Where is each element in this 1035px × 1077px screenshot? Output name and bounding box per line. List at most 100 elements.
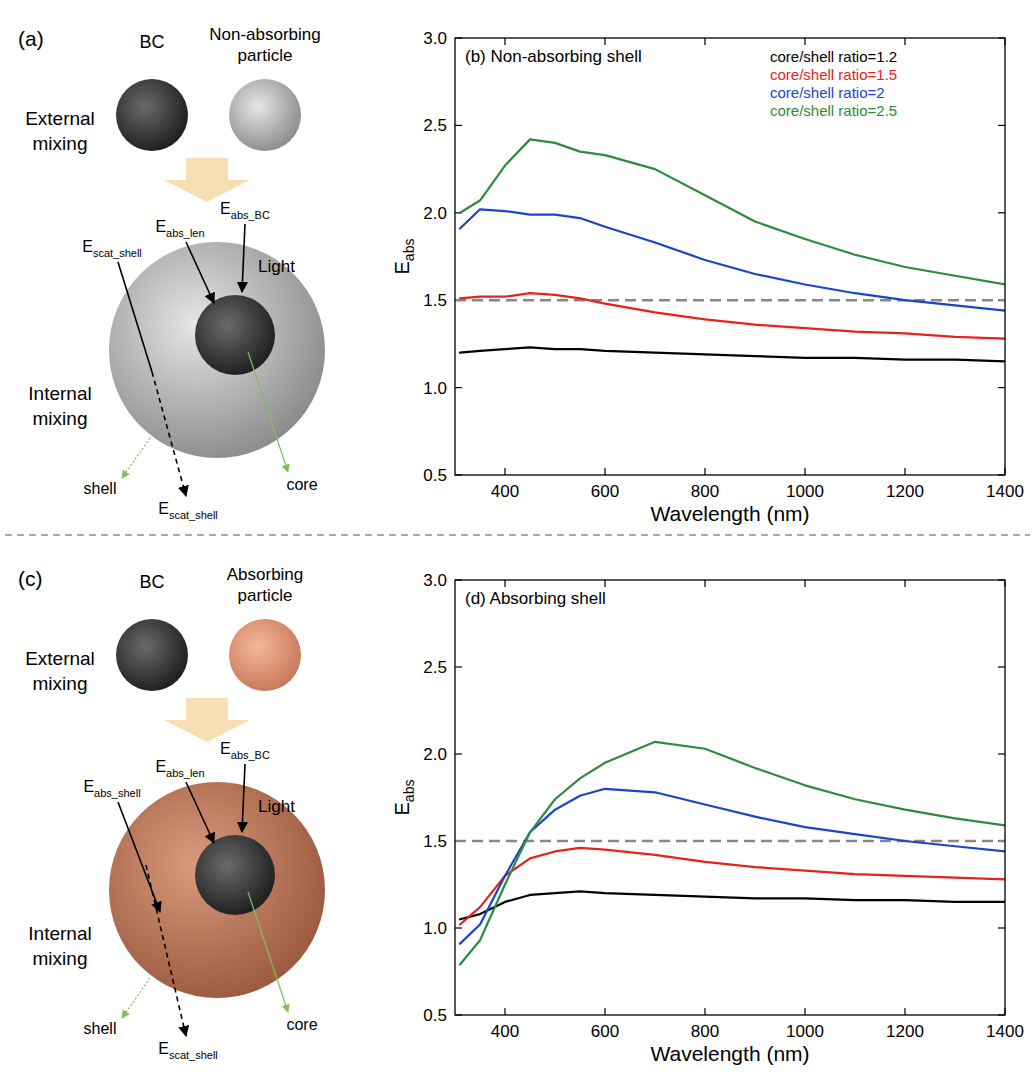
y-tick [455,387,462,388]
mixing-label-line: mixing [33,948,88,969]
x-tick [604,468,605,475]
exit-label: Escat_shell [158,500,218,521]
legend-entry: core/shell ratio=1.2 [770,48,897,65]
bc-particle [116,619,188,691]
x-tick-label: 400 [491,1022,519,1041]
shell-sphere [109,242,325,458]
mixing-label-line: External [25,648,95,669]
y-axis-title: Eabs [391,239,417,275]
x-tick-label: 400 [491,482,519,501]
mixing-label-line: mixing [33,408,88,429]
mixing-label: Externalmixing [25,108,95,154]
y-tick-label: 2.5 [423,658,447,677]
series-line [460,891,1005,919]
path-label-main: E [155,758,166,775]
exit-label-main: E [158,500,169,517]
exit-label-main: E [158,1040,169,1057]
x-tick [904,580,905,587]
y-tick [998,753,1005,754]
pointer [248,352,288,472]
y-tick [998,387,1005,388]
y-axis-title-sub: abs [401,780,417,803]
chart-panel: 4006008001000120014000.51.01.52.02.53.0W… [391,29,1024,525]
x-tick [804,580,805,587]
y-tick-label: 2.0 [423,204,447,223]
path-label-main: E [82,238,93,255]
x-tick [904,1008,905,1015]
particle-label: Non-absorbingparticle [209,25,321,65]
light-arrow [186,782,214,843]
legend-entry: core/shell ratio=1.5 [770,66,897,83]
x-tick-label: 800 [691,1022,719,1041]
pointer [122,978,150,1018]
x-tick [804,38,805,45]
shell-sphere [109,782,325,998]
y-tick-label: 1.5 [423,832,447,851]
path-label-sub: abs_shell [94,787,140,799]
mixing-label: Internalmixing [28,383,91,429]
series-line [460,742,1005,965]
mixing-arrow [164,158,250,202]
separator [5,534,1030,536]
y-axis-title-main: E [391,802,413,815]
particle-label-line: particle [238,46,293,65]
light-label: Light [258,797,295,816]
x-tick [504,468,505,475]
mixing-label-line: mixing [33,133,88,154]
series-line [460,139,1005,284]
light-arrow [118,262,152,372]
x-tick-label: 1400 [986,1022,1024,1041]
x-axis-title: Wavelength (nm) [650,502,809,525]
path-label-sub: abs_len [166,227,205,239]
x-tick [804,1008,805,1015]
y-axis-title-sub: abs [401,239,417,262]
bc-particle [116,79,188,151]
other-particle [229,619,301,691]
scatter-arrow [146,865,186,1036]
scatter-arrow [152,372,186,496]
diagram-panel: (a)BCNon-absorbingparticleExternalmixing… [18,25,325,521]
x-tick [904,38,905,45]
exit-label-sub: scat_shell [169,1049,218,1061]
path-label: Escat_shell [82,238,142,259]
particle-label: BC [139,572,164,592]
path-label-sub: abs_len [166,767,205,779]
mixing-label-line: mixing [33,673,88,694]
particle-label: BC [139,32,164,52]
diagram-panel: (c)BCAbsorbingparticleExternalmixingInte… [18,565,325,1061]
exit-label-sub: scat_shell [169,509,218,521]
light-arrow [242,224,245,292]
y-tick [998,927,1005,928]
x-tick-label: 1200 [886,482,924,501]
x-tick [704,468,705,475]
series-line [460,848,1005,925]
pointer [122,438,150,478]
y-tick-label: 3.0 [423,571,447,590]
y-tick-label: 3.0 [423,29,447,48]
particle-label-line: particle [238,586,293,605]
mixing-label: Internal mixing [28,923,91,969]
exit-label: Escat_shell [158,1040,218,1061]
path-label: Eabs_shell [83,778,140,799]
path-label: Eabs_BC [220,200,270,221]
y-tick-label: 1.0 [423,919,447,938]
mixing-label-line: Internal [28,923,91,944]
y-tick [455,666,462,667]
y-tick-label: 2.0 [423,745,447,764]
plot-frame [455,580,1005,1015]
shell-label: shell [84,1020,117,1037]
particle-label: Absorbingparticle [227,565,304,605]
y-tick [455,753,462,754]
x-tick-label: 800 [691,482,719,501]
x-tick [604,1008,605,1015]
panel-title: (d) Absorbing shell [465,589,606,608]
path-label-sub: scat_shell [93,247,142,259]
path-label: Eabs_BC [220,740,270,761]
x-tick [704,1008,705,1015]
light-arrow [242,764,245,832]
path-label-main: E [220,200,231,217]
x-axis-title: Wavelength (nm) [650,1042,809,1065]
panel-title: (b) Non-absorbing shell [465,47,642,66]
x-tick [904,468,905,475]
x-tick-label: 600 [591,1022,619,1041]
